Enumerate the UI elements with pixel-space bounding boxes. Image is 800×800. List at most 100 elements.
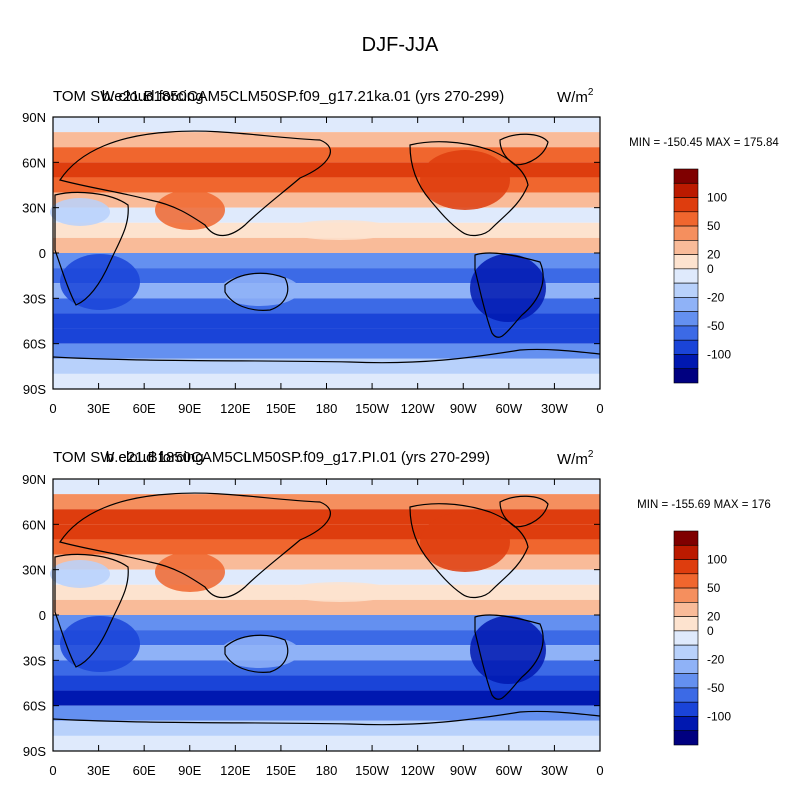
- field-feature: [420, 512, 510, 572]
- x-tick-label: 150W: [355, 401, 390, 416]
- field-band: [53, 298, 600, 314]
- panel-1: TOM SW cloud forcing b.e21.B1850CAM5CLM5…: [22, 87, 779, 416]
- colorbar-swatch: [673, 701, 699, 717]
- panel-2-y-axis: 90N 60N 30N 0 30S 60S 90S: [22, 472, 600, 759]
- colorbar-label: 0: [707, 262, 714, 276]
- panel-1-units-label: W/m: [557, 89, 588, 106]
- colorbar-swatch: [673, 339, 699, 355]
- colorbar-swatch: [673, 687, 699, 703]
- colorbar-label: 50: [707, 219, 721, 233]
- panel-1-field-bands: [53, 117, 600, 389]
- colorbar-label: 20: [707, 248, 721, 262]
- colorbar-swatch: [673, 730, 699, 746]
- europe-asia-coastline: [59, 130, 331, 237]
- x-tick-label: 90E: [178, 401, 201, 416]
- colorbar-label: -20: [707, 652, 725, 666]
- colorbar-swatch: [673, 716, 699, 732]
- field-feature: [285, 582, 395, 602]
- colorbar-label: -100: [707, 347, 731, 361]
- panel-1-center-title: b.e21.B1850CAM5CLM50SP.f09_g17.21ka.01 (…: [102, 88, 505, 105]
- panel-2-min-label: MIN =: [637, 499, 668, 511]
- field-feature: [50, 198, 110, 226]
- australia-coastline: [224, 272, 289, 311]
- field-feature: [470, 254, 546, 322]
- colorbar-label: -50: [707, 681, 725, 695]
- field-band: [53, 268, 600, 284]
- panel-2-map: 0 30E 60E 90E 120E 150E 180 150W 120W 90W 60W 30W 0 …: [22, 472, 603, 778]
- colorbar-label: -100: [707, 709, 731, 723]
- north-america-coastline: [409, 141, 529, 237]
- field-feature: [220, 274, 300, 306]
- field-band: [53, 645, 600, 661]
- y-tick-label: 30S: [23, 291, 46, 306]
- x-tick-label: 60W: [495, 401, 522, 416]
- colorbar-swatch: [673, 616, 699, 632]
- south-america-coastline: [474, 252, 544, 338]
- x-tick-label: 30E: [87, 401, 110, 416]
- panel-2-units-label: W/m: [557, 451, 588, 468]
- greenland-coastline: [499, 495, 549, 528]
- africa-coastline: [54, 553, 129, 668]
- panel-2: TOM SW cloud forcing b.e21.B1850CAM5CLM5…: [22, 449, 771, 778]
- colorbar-swatch: [673, 530, 699, 546]
- x-tick-label: 60W: [495, 763, 522, 778]
- field-band: [53, 343, 600, 359]
- field-feature: [155, 190, 225, 230]
- field-band: [53, 599, 600, 615]
- panel-1-colorbar: 100 50 200 -20 -50 -100: [673, 168, 731, 384]
- panel-1-min-label: MIN =: [629, 137, 660, 149]
- field-band: [53, 660, 600, 676]
- colorbar-swatch: [673, 254, 699, 270]
- panel-2-max-value: 176: [752, 499, 771, 511]
- panel-2-colorbar: 100 50 200 -20 -50 -100: [673, 530, 731, 746]
- europe-asia-coastline: [59, 492, 331, 599]
- x-tick-label: 60E: [133, 763, 156, 778]
- colorbar-swatch: [673, 168, 699, 184]
- x-tick-label: 120E: [220, 401, 251, 416]
- field-band: [53, 253, 600, 269]
- field-band: [53, 328, 600, 344]
- colorbar-swatch: [673, 573, 699, 589]
- colorbar-swatch: [673, 268, 699, 284]
- panel-1-units-exponent: 2: [588, 87, 594, 98]
- panel-1-max-label: MAX =: [706, 137, 741, 149]
- x-tick-label: 150E: [266, 763, 297, 778]
- x-tick-label: 180: [316, 763, 338, 778]
- panel-2-units: W/m2: [557, 449, 594, 468]
- colorbar-label: 100: [707, 191, 727, 205]
- x-tick-label: 90E: [178, 763, 201, 778]
- x-tick-label: 90W: [450, 401, 477, 416]
- panel-1-x-axis: 0 30E 60E 90E 120E 150E 180 150W 120W 90W 60W 30W 0: [49, 117, 604, 416]
- panel-1-max-value: 175.84: [744, 137, 780, 149]
- north-america-coastline: [409, 503, 529, 599]
- colorbar-swatch: [673, 368, 699, 384]
- colorbar-label: -20: [707, 290, 725, 304]
- field-band: [53, 283, 600, 299]
- colorbar-swatch: [673, 354, 699, 370]
- x-tick-label: 60E: [133, 401, 156, 416]
- field-band: [53, 675, 600, 691]
- x-tick-label: 30E: [87, 763, 110, 778]
- field-band: [53, 720, 600, 736]
- x-tick-label: 150E: [266, 401, 297, 416]
- field-band: [53, 358, 600, 374]
- x-tick-label: 30W: [541, 763, 568, 778]
- y-tick-label: 60S: [23, 337, 46, 352]
- colorbar-swatch: [673, 544, 699, 560]
- panel-2-field-features: [50, 512, 546, 684]
- field-feature: [155, 552, 225, 592]
- x-tick-label: 120W: [401, 763, 436, 778]
- panel-2-left-title: TOM SW cloud forcing: [53, 449, 204, 466]
- colorbar-swatch: [673, 225, 699, 241]
- y-tick-label: 30N: [22, 201, 46, 216]
- field-band: [53, 237, 600, 253]
- colorbar-swatch: [673, 311, 699, 327]
- y-tick-label: 30N: [22, 563, 46, 578]
- panel-1-min-value: -150.45: [663, 137, 702, 149]
- x-tick-label: 0: [49, 401, 56, 416]
- field-band: [53, 192, 600, 208]
- panel-2-min-value: -155.69: [671, 499, 710, 511]
- x-tick-label: 90W: [450, 763, 477, 778]
- panel-2-minmax: MIN = -155.69 MAX = 176: [637, 499, 771, 511]
- x-tick-label: 150W: [355, 763, 390, 778]
